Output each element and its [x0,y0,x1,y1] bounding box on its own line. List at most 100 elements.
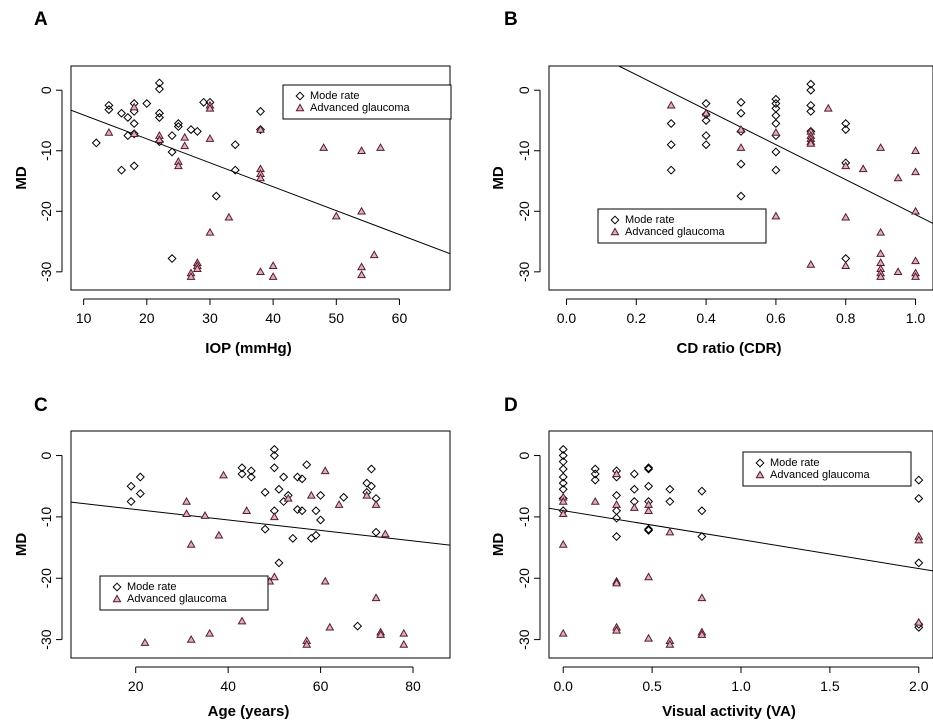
legend-label-mode-rate: Mode rate [770,457,820,469]
mode-rate-point [701,99,711,109]
advanced-glaucoma-point [911,167,921,176]
advanced-glaucoma-point [644,572,654,581]
mode-rate-point [612,506,622,516]
mode-rate-point [154,108,164,118]
mode-rate-point [665,484,675,494]
mode-rate-point [629,469,639,479]
mode-rate-point [371,527,381,537]
x-tick-label: 10 [76,310,92,326]
mode-rate-point [644,463,654,473]
mode-rate-point [771,147,781,157]
x-tick-label: 60 [392,310,408,326]
x-axis-title: Age (years) [208,703,290,720]
advanced-glaucoma-point [256,173,265,182]
mode-rate-point [117,108,127,118]
mode-rate-point [311,506,321,516]
advanced-glaucoma-point [558,496,568,505]
legend-box [742,451,912,487]
advanced-glaucoma-point [644,633,654,642]
advanced-glaucoma-point [214,530,224,539]
advanced-glaucoma-point [697,593,707,602]
mode-rate-point [135,472,145,482]
x-axis-title: IOP (mmHg) [205,340,291,357]
mode-rate-point [701,115,711,125]
regression-line [549,507,933,572]
mode-rate-point [771,165,781,175]
mode-rate-point [230,165,240,175]
panel-c: C 20 40 60 80 0 -10 -20 -30 Age (years) MD Mode rat… [13,395,451,720]
mode-rate-point [806,100,816,110]
mode-rate-point [142,99,152,109]
advanced-glaucoma-point [858,164,868,173]
legend-mode-rate-icon [610,215,620,225]
y-tick-label: -30 [38,262,54,282]
mode-rate-point [126,497,136,507]
mode-rate-point [302,460,312,470]
advanced-glaucoma-point [219,470,228,479]
regression-line [618,66,933,224]
y-tick-label: -20 [516,568,532,588]
advanced-glaucoma-point [893,267,903,276]
x-tick-label: 0.6 [766,310,786,326]
advanced-glaucoma-point [911,206,921,215]
mode-rate-point [771,103,781,113]
advanced-glaucoma-point [665,639,675,648]
plot-frame [70,430,451,659]
mode-rate-point [269,451,279,461]
advanced-glaucoma-point [180,132,190,141]
x-tick-label: 2.0 [909,678,929,694]
plot-frame [548,430,933,659]
mode-rate-point [311,530,321,540]
mode-rate-point [297,474,307,484]
x-tick-label: 0.0 [557,310,577,326]
advanced-glaucoma-point [876,143,886,151]
legend-label-advanced-glaucoma: Advanced glaucoma [310,102,411,114]
mode-rate-point [914,622,924,632]
mode-rate-point [558,478,568,488]
advanced-glaucoma-point [841,161,851,170]
mode-rate-point [841,125,851,135]
panel-letter: B [504,9,518,30]
advanced-glaucoma-point [893,173,903,182]
y-tick-label: -20 [38,568,54,588]
mode-rate-point [771,119,781,129]
legend-box [282,84,452,120]
legend-label-advanced-glaucoma: Advanced glaucoma [625,226,726,238]
x-tick-label: 20 [128,678,144,694]
mode-rate-point [736,191,746,201]
advanced-glaucoma-point [269,512,279,521]
mode-rate-point [117,165,127,175]
advanced-glaucoma-point [558,539,568,548]
advanced-glaucoma-point [331,211,341,220]
plot-area [71,78,450,280]
panel-d: D 0.0 0.5 1.0 1.5 2.0 0 -10 -20 -30 Visual activit… [490,395,933,720]
advanced-glaucoma-point [771,127,781,136]
advanced-glaucoma-point [129,129,139,138]
advanced-glaucoma-point [140,638,150,646]
advanced-glaucoma-point [173,161,183,170]
mode-rate-point [353,621,363,631]
legend-mode-rate-icon [112,582,122,592]
x-tick-label: 0.4 [696,310,716,326]
mode-rate-point [269,444,279,454]
y-axis-title: MD [13,533,30,556]
advanced-glaucoma-point [644,506,654,514]
mode-rate-point [612,513,622,523]
advanced-glaucoma-point [380,529,390,538]
advanced-glaucoma-point [612,625,622,634]
mode-rate-point [154,112,164,122]
advanced-glaucoma-point [269,572,279,581]
mode-rate-point [558,444,568,454]
y-tick-label: -20 [38,201,54,221]
mode-rate-point [736,108,746,118]
mode-rate-point [701,131,711,141]
y-axis-title: MD [13,166,30,189]
advanced-glaucoma-point [180,141,190,150]
advanced-glaucoma-point [806,259,816,268]
x-tick-label: 0.0 [553,678,573,694]
legend-label-advanced-glaucoma: Advanced glaucoma [770,469,871,481]
legend-label-advanced-glaucoma: Advanced glaucoma [127,593,228,605]
panel-letter: A [34,9,48,30]
